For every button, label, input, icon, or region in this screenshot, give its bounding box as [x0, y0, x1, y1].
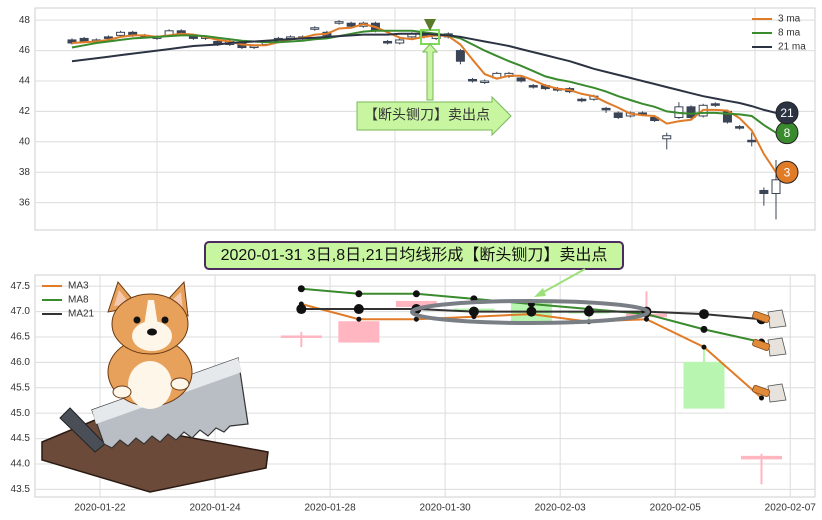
y-tick-label: 47.5: [11, 281, 31, 292]
up-arrow: [421, 43, 439, 101]
candle-body: [516, 77, 526, 82]
candle-body: [601, 107, 611, 111]
ma-marker: [698, 309, 709, 320]
y-tick-label: 38: [19, 167, 31, 178]
title-banner: [204, 241, 624, 270]
ma-line: [71, 29, 777, 134]
legend-label: 21 ma: [778, 42, 806, 53]
candle-body: [683, 361, 725, 409]
candle-body: [79, 37, 89, 42]
candle-body: [577, 98, 587, 102]
sell-marker: [424, 19, 436, 31]
candle-body: [741, 455, 783, 460]
x-tick-label: 2020-01-30: [420, 503, 472, 514]
y-tick-label: 47.0: [11, 306, 31, 317]
pointer-head: [534, 288, 546, 297]
candle-body: [455, 50, 465, 62]
candle-body: [338, 321, 380, 343]
y-tick-label: 45.0: [11, 408, 31, 419]
legend-label: MA21: [68, 309, 95, 320]
candle-body: [346, 22, 356, 27]
overlay: 【断头铡刀】卖出点 2020-01-31 3日,8日,21日均线形成【断头铡刀】…: [41, 19, 787, 493]
y-tick-label: 46.0: [11, 357, 31, 368]
x-tick-label: 2020-01-28: [305, 503, 357, 514]
y-tick-label: 45.5: [11, 382, 31, 393]
candle-body: [662, 135, 672, 140]
ma-line: [71, 22, 777, 173]
ma-marker: [296, 304, 307, 315]
x-tick-label: 2020-02-07: [765, 503, 817, 514]
ma-marker: [700, 325, 708, 333]
ma-line: [71, 32, 777, 114]
end-label: 21: [780, 106, 794, 120]
candle-body: [116, 31, 126, 36]
chart-title: 2020-01-31 3日,8日,21日均线形成【断头铡刀】卖出点: [221, 246, 608, 264]
candle-body: [480, 80, 490, 84]
corgi-illustration: [41, 280, 269, 493]
candle-body: [759, 189, 769, 195]
x-tick-label: 2020-01-24: [189, 503, 241, 514]
end-badge: [775, 101, 799, 125]
y-tick-label: 40: [19, 136, 31, 147]
x-tick-label: 2020-01-22: [74, 503, 126, 514]
candle-body: [395, 39, 405, 44]
legend-label: MA3: [68, 281, 89, 292]
candle-body: [468, 78, 478, 82]
candle-body: [710, 103, 720, 106]
ma-marker: [468, 306, 479, 317]
ma-marker: [759, 395, 765, 401]
candle-body: [334, 21, 344, 24]
ma-marker: [353, 304, 364, 315]
x-tick-label: 2020-02-03: [535, 503, 587, 514]
highlight-ellipse: [410, 299, 650, 325]
end-label: 3: [784, 165, 791, 179]
legend-label: MA8: [68, 295, 89, 306]
annotation-arrow: [356, 95, 512, 137]
y-tick-label: 44.5: [11, 433, 31, 444]
y-tick-label: 36: [19, 197, 31, 208]
y-tick-label: 44: [19, 76, 31, 87]
candle-body: [528, 85, 538, 88]
candle-body: [735, 126, 745, 129]
y-tick-label: 48: [19, 15, 31, 26]
y-tick-label: 46.5: [11, 332, 31, 343]
candle-body: [280, 335, 322, 338]
ma-marker: [412, 290, 420, 298]
end-label: 8: [784, 126, 791, 140]
candle-body: [771, 179, 781, 195]
legend-label: 3 ma: [778, 14, 801, 25]
ma-marker: [355, 290, 363, 298]
ma-marker: [356, 316, 362, 322]
ma-marker: [413, 316, 419, 322]
candle-body: [383, 40, 393, 44]
end-badge: [775, 160, 799, 184]
y-tick-label: 44.0: [11, 459, 31, 470]
candle-body: [686, 106, 696, 118]
candle-body: [747, 139, 757, 143]
ma-marker: [583, 306, 594, 317]
ma-marker: [526, 306, 537, 317]
annotation: 【断头铡刀】卖出点: [364, 107, 490, 123]
candle-body: [103, 36, 113, 39]
y-tick-label: 46: [19, 45, 31, 56]
x-tick-label: 2020-02-05: [650, 503, 702, 514]
pointer-line: [539, 268, 586, 295]
ma-marker: [701, 344, 707, 350]
y-tick-label: 43.5: [11, 484, 31, 495]
y-tick-label: 42: [19, 106, 31, 117]
legend-label: 8 ma: [778, 28, 801, 39]
ma-marker: [297, 285, 305, 293]
candle-body: [613, 112, 623, 118]
ma-marker: [643, 316, 649, 322]
candle-body: [310, 27, 320, 30]
